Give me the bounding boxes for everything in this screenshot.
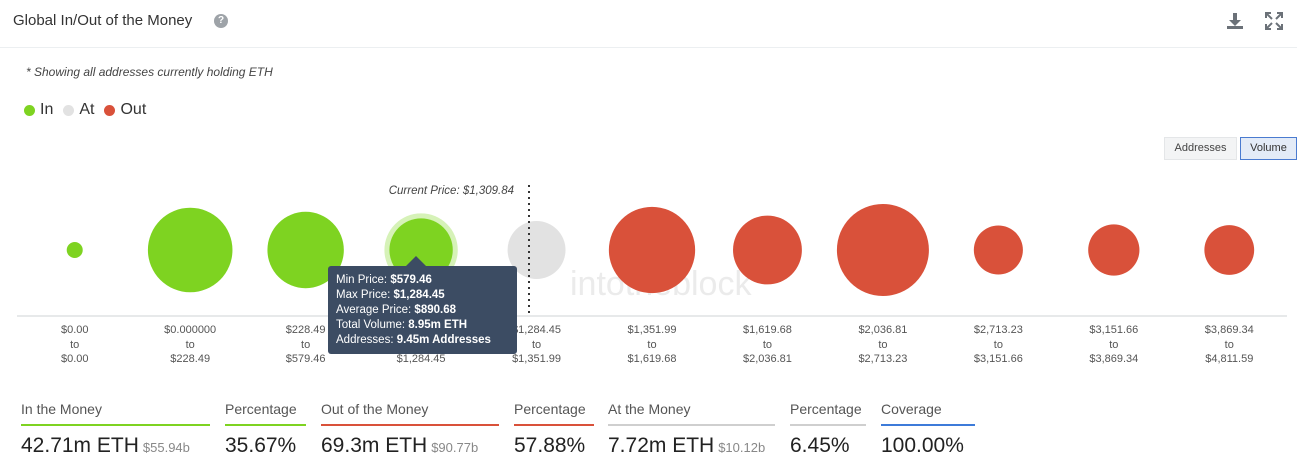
stat-coverage: Coverage 100.00% (881, 398, 975, 458)
stat-value: 35.67% (225, 434, 297, 457)
tick-label-from: $228.49 (286, 324, 326, 336)
stat-value: 42.71m ETH (21, 434, 139, 457)
tick-label-from: $3,869.34 (1205, 324, 1254, 336)
stat-label: In the Money (21, 398, 210, 426)
addresses-toggle-button[interactable]: Addresses (1164, 137, 1237, 160)
legend: In At Out (24, 101, 146, 119)
tick-label-from: $2,036.81 (858, 324, 907, 336)
tooltip-vol-value: 8.95m ETH (408, 319, 468, 331)
stat-out-percentage: Percentage 57.88% (514, 398, 594, 458)
stat-label: At the Money (608, 398, 775, 426)
tick-label-to: $1,351.99 (512, 353, 561, 365)
legend-in-dot (24, 104, 35, 116)
tick-label-to: $3,151.66 (974, 353, 1023, 365)
stat-out-of-the-money: Out of the Money 69.3m ETH $90.77b (321, 398, 499, 458)
tick-label-to: $3,869.34 (1089, 353, 1138, 365)
legend-at-dot (63, 104, 75, 116)
tooltip-arrow (406, 256, 426, 266)
tooltip-vol-label: Total Volume: (336, 319, 409, 331)
tick-label-to-word: to (532, 339, 541, 351)
summary-stats: In the Money 42.71m ETH $55.94b Percentag… (0, 398, 1297, 468)
widget-header: Global In/Out of the Money ? (0, 0, 1297, 48)
legend-item-out[interactable]: Out (104, 101, 146, 119)
tick-label-from: $3,151.66 (1089, 324, 1138, 336)
tick-label-to: $2,713.23 (858, 353, 907, 365)
bubble-out[interactable] (836, 204, 929, 296)
bubble-out[interactable] (973, 225, 1023, 275)
tick-label-to-word: to (301, 339, 310, 351)
tooltip-addr-value: 9.45m Addresses (396, 334, 491, 346)
help-icon[interactable]: ? (214, 14, 228, 28)
widget-title: Global In/Out of the Money (13, 12, 193, 29)
bubble-out[interactable] (1204, 225, 1255, 275)
tick-label-from: $0.000000 (164, 324, 216, 336)
tick-label-to-word: to (647, 339, 656, 351)
legend-out-label: Out (120, 101, 147, 118)
stat-value: 6.45% (790, 434, 850, 457)
download-icon[interactable] (1226, 12, 1244, 30)
bubble-out[interactable] (733, 215, 802, 285)
legend-at-label: At (79, 101, 95, 118)
holding-note: * Showing all addresses currently holdin… (26, 65, 273, 79)
tick-label-to: $1,619.68 (628, 353, 677, 365)
tick-label-to-word: to (994, 339, 1003, 351)
stat-sub: $55.94b (142, 440, 190, 455)
bubble-in[interactable] (389, 218, 453, 282)
tick-label-from: $1,619.68 (743, 324, 792, 336)
bubble-in[interactable] (147, 207, 233, 293)
current-price-label: Current Price: $1,309.84 (389, 185, 514, 197)
stat-value: 69.3m ETH (321, 434, 428, 457)
tick-label-to: $2,036.81 (743, 353, 792, 365)
tick-label-from: $2,713.23 (974, 324, 1023, 336)
tooltip-addr-label: Addresses: (336, 334, 397, 346)
stat-in-percentage: Percentage 35.67% (225, 398, 306, 458)
stat-value: 100.00% (881, 434, 964, 457)
bubble-at[interactable] (507, 221, 566, 279)
tick-label-to-word: to (186, 339, 195, 351)
tick-label-to: $0.00 (61, 353, 89, 365)
tooltip-avg-value: $890.68 (414, 304, 456, 316)
legend-item-in[interactable]: In (24, 101, 53, 119)
tooltip-min-label: Min Price: (336, 274, 391, 286)
tick-label-from: $1,351.99 (628, 324, 677, 336)
legend-out-dot (104, 104, 116, 116)
stat-sub: $90.77b (431, 440, 479, 455)
bubble-in[interactable] (267, 211, 344, 289)
tooltip-max-value: $1,284.45 (393, 289, 445, 301)
tick-label-to: $1,284.45 (397, 353, 446, 365)
stat-label: Coverage (881, 398, 975, 426)
tick-label-to-word: to (878, 339, 887, 351)
bubble-in[interactable] (66, 242, 83, 258)
stat-in-the-money: In the Money 42.71m ETH $55.94b (21, 398, 210, 458)
tooltip-min-value: $579.46 (390, 274, 432, 286)
tick-label-to-word: to (1109, 339, 1118, 351)
expand-icon[interactable] (1265, 12, 1283, 30)
bubble-out[interactable] (608, 206, 696, 294)
tick-label-from: $1,284.45 (512, 324, 561, 336)
tick-label-to-word: to (763, 339, 772, 351)
legend-item-at[interactable]: At (63, 101, 94, 119)
stat-value: 7.72m ETH (608, 434, 715, 457)
stat-label: Out of the Money (321, 398, 499, 426)
tick-label-to-word: to (1225, 339, 1234, 351)
stat-at-percentage: Percentage 6.45% (790, 398, 866, 458)
tooltip-avg-label: Average Price: (336, 304, 415, 316)
stat-value: 57.88% (514, 434, 586, 457)
tick-label-to: $579.46 (286, 353, 326, 365)
stat-label: Percentage (225, 398, 306, 426)
stat-label: Percentage (514, 398, 594, 426)
stat-at-the-money: At the Money 7.72m ETH $10.12b (608, 398, 775, 458)
tick-label-from: $0.00 (61, 324, 89, 336)
bubble-tooltip: Min Price: $579.46 Max Price: $1,284.45 … (328, 266, 517, 354)
bubble-chart: intotheblock$0.00to$0.00$0.000000to$228.… (17, 185, 1287, 365)
volume-toggle-button[interactable]: Volume (1240, 137, 1297, 160)
tick-label-to: $4,811.59 (1205, 353, 1253, 365)
legend-in-label: In (40, 101, 54, 118)
bubble-out[interactable] (1088, 224, 1140, 276)
tooltip-max-label: Max Price: (336, 289, 394, 301)
tick-label-to-word: to (70, 339, 79, 351)
stat-label: Percentage (790, 398, 866, 426)
stat-sub: $10.12b (718, 440, 766, 455)
tick-label-to: $228.49 (170, 353, 210, 365)
